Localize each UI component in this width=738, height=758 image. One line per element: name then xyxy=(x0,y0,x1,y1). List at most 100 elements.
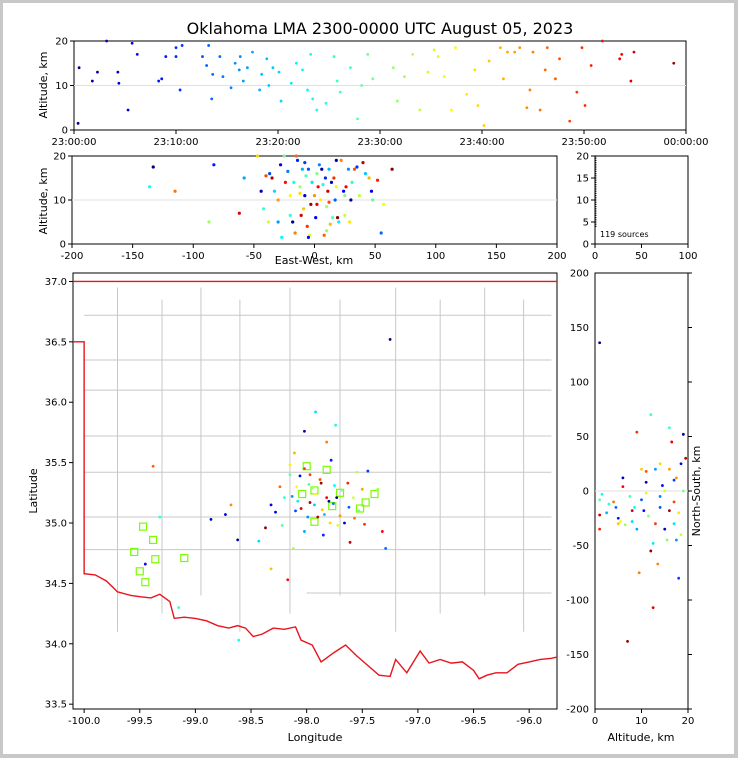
ns-height-source xyxy=(670,440,674,444)
time-height-source xyxy=(531,50,535,54)
ew-height-source xyxy=(323,176,328,180)
ew-height-source xyxy=(309,202,313,206)
ns-height-source xyxy=(623,523,627,527)
ns-height-source xyxy=(628,495,632,498)
time-height-source xyxy=(465,93,469,96)
lma-station xyxy=(302,462,311,471)
plan-view-ytick-label: 36.5 xyxy=(45,337,67,348)
ew-height-ytick-label: 10 xyxy=(53,196,66,207)
time-height-source xyxy=(554,77,557,81)
time-height-source xyxy=(301,68,304,72)
ew-height-source xyxy=(261,207,266,211)
plan-view-source xyxy=(143,562,147,566)
plan-view-source xyxy=(318,478,322,481)
time-height-source xyxy=(207,44,211,47)
time-height-source xyxy=(418,108,422,112)
ew-height-source xyxy=(355,165,359,169)
time-height-source xyxy=(221,75,225,78)
time-height-source xyxy=(426,70,430,74)
ns-height-ytick-label: 100 xyxy=(570,378,589,389)
lma-station xyxy=(361,498,370,507)
ew-height-source xyxy=(306,167,311,171)
lma-station xyxy=(328,501,337,511)
plan-view-ytick-label: 34.5 xyxy=(45,579,67,590)
ew-height-source xyxy=(276,198,280,202)
plan-view-xlabel: Longitude xyxy=(288,731,343,744)
ns-height-source xyxy=(640,498,643,502)
time-height-source xyxy=(251,50,254,54)
time-height-source xyxy=(241,79,245,83)
plan-view-xtick-label: -97.5 xyxy=(349,716,375,727)
time-height-source xyxy=(371,77,375,81)
histogram-ytick-label: 20 xyxy=(576,152,589,163)
time-height-source xyxy=(260,72,264,76)
plan-view-source xyxy=(303,467,306,471)
plan-view-source xyxy=(224,513,227,516)
ns-height-ytick-label: 50 xyxy=(576,432,589,443)
plan-view-source xyxy=(321,533,325,537)
time-height-source xyxy=(96,70,99,74)
ew-height-source xyxy=(371,198,375,202)
plan-view-source xyxy=(310,486,314,490)
time-height-source xyxy=(436,55,440,58)
plan-view-source xyxy=(237,638,241,642)
ew-height-ticks: -200 -150 -100 -50 0 50 100 150 200 0 10 20 xyxy=(53,152,566,263)
time-height-source xyxy=(174,46,178,50)
time-height-source xyxy=(289,81,293,85)
ew-height-source xyxy=(276,220,280,224)
plan-view-source xyxy=(298,474,302,478)
time-height-source xyxy=(620,52,624,56)
time-height-source xyxy=(502,77,505,81)
time-height-source xyxy=(210,97,214,101)
ns-height-source xyxy=(668,426,671,430)
lma-station xyxy=(355,504,365,513)
ew-height-source xyxy=(350,180,354,184)
ns-height-panel: 0 10 20 -200 -150 -100 -50 0 50 100 150 200 North-S… xyxy=(566,269,703,745)
ew-height-source xyxy=(280,235,284,239)
ew-height-source xyxy=(342,189,346,193)
plan-view-source xyxy=(328,521,332,525)
plan-view-source xyxy=(329,458,333,462)
ns-height-source xyxy=(621,485,625,489)
ew-height-source xyxy=(329,180,334,184)
time-height-source xyxy=(450,108,453,112)
plan-view-ticks: -100.0 -99.5 -99.0 -98.5 -98.0 -97.5 -97.0 -96.… xyxy=(45,277,542,727)
ns-height-xtick-label: 20 xyxy=(682,716,695,727)
plan-view-source xyxy=(307,482,311,486)
plan-view-source xyxy=(288,473,292,477)
time-height-source xyxy=(135,52,139,56)
ns-height-source xyxy=(674,476,678,480)
plan-view-source xyxy=(355,470,359,474)
ew-height-source xyxy=(333,198,337,202)
lma-station xyxy=(149,535,158,545)
ns-height-source xyxy=(656,562,660,566)
ew-height-source xyxy=(148,185,152,189)
ew-height-source xyxy=(367,176,371,180)
lma-station xyxy=(370,489,379,499)
plan-view-source xyxy=(306,515,310,519)
ew-height-source xyxy=(325,229,329,233)
ns-height-source xyxy=(663,527,667,531)
ew-height-source xyxy=(270,176,274,180)
time-height-source xyxy=(265,57,269,61)
plan-view-source xyxy=(333,484,336,487)
plan-view-source xyxy=(353,516,356,520)
ew-height-source xyxy=(326,189,330,193)
ew-height-source xyxy=(298,185,302,189)
ew-height-xtick-label: -200 xyxy=(61,251,84,262)
plan-view-source xyxy=(380,530,384,533)
time-height-source xyxy=(525,106,529,110)
plan-view-source xyxy=(308,473,312,477)
ew-height-source xyxy=(268,172,272,176)
time-height-xtick-label: 23:00:00 xyxy=(52,137,97,148)
time-height-source xyxy=(294,61,298,65)
ns-height-xtick-label: 0 xyxy=(592,716,598,727)
plan-view-source xyxy=(288,463,292,467)
time-height-source xyxy=(600,39,604,43)
ew-height-source xyxy=(259,189,263,193)
time-height-ticks: 23:00:00 23:10:00 23:20:00 23:30:00 23:40:00… xyxy=(52,37,709,149)
ns-height-source xyxy=(630,509,634,513)
time-height-source xyxy=(558,57,561,61)
histogram-panel: 0 50 100 0 5 10 15 20 119 sources xyxy=(576,152,697,263)
ns-height-source xyxy=(607,502,611,506)
